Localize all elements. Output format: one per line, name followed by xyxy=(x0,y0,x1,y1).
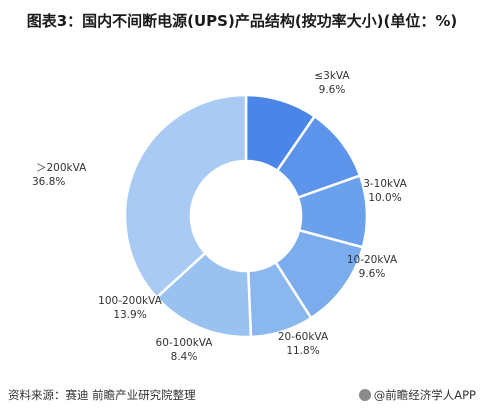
slice-value-label: 8.4% xyxy=(171,351,198,363)
slice-value-label: 11.8% xyxy=(286,345,319,357)
slice-label: ＞200kVA xyxy=(36,162,87,174)
slice-＞200kVA xyxy=(123,93,248,300)
slice-value-label: 13.9% xyxy=(113,309,146,321)
footer: 资料来源：赛迪 前瞻产业研究院整理 @前瞻经济学人APP xyxy=(0,384,484,406)
brand-text: @前瞻经济学人APP xyxy=(373,388,476,402)
slice-label: ≤3kVA xyxy=(314,70,350,82)
slice-label: 3-10kVA xyxy=(363,178,407,190)
slice-value-label: 9.6% xyxy=(359,268,386,280)
slice-label: 100-200kVA xyxy=(98,295,162,307)
donut-chart: ≤3kVA 9.6% 3-10kVA 10.0% 10-20kVA 9.6% 20-60kV… xyxy=(32,70,408,363)
chart-title: 图表3：国内不间断电源(UPS)产品结构(按功率大小)(单位：%) xyxy=(26,12,458,30)
slice-value-label: 10.0% xyxy=(368,192,401,204)
brand-attribution: @前瞻经济学人APP xyxy=(358,387,476,403)
slice-label: 10-20kVA xyxy=(347,254,398,266)
brand-logo-icon xyxy=(358,389,371,401)
slice-labels: ≤3kVA 9.6% 3-10kVA 10.0% 10-20kVA 9.6% 20-60kV… xyxy=(32,70,408,363)
slice-value-label: 36.8% xyxy=(32,176,65,188)
slice-value-label: 9.6% xyxy=(319,84,346,96)
source-note: 资料来源：赛迪 前瞻产业研究院整理 xyxy=(8,388,196,402)
donut-slices xyxy=(123,93,369,339)
slice-label: 60-100kVA xyxy=(156,337,214,349)
slice-label: 20-60kVA xyxy=(278,331,329,343)
